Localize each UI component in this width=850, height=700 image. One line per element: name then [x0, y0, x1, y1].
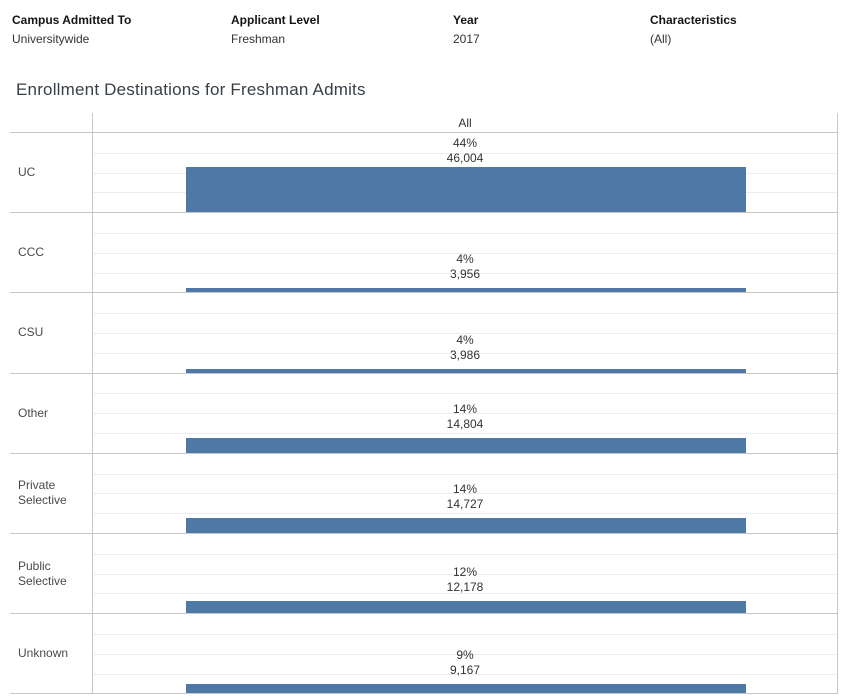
chart-title: Enrollment Destinations for Freshman Adm…: [16, 80, 366, 99]
filter-year: Year 2017: [453, 12, 480, 48]
bar-percent-label: 14%: [452, 482, 478, 497]
gridline: [93, 553, 837, 555]
row-cell: 14% 14,727: [92, 453, 838, 533]
filter-value[interactable]: 2017: [453, 32, 480, 46]
bar-labels: 4% 3,986: [93, 333, 837, 363]
bar-unknown[interactable]: [185, 684, 746, 694]
filter-applicant-level: Applicant Level Freshman: [231, 12, 320, 48]
filter-label: Year: [453, 13, 479, 27]
filter-value[interactable]: (All): [650, 32, 672, 46]
bar-percent-label: 14%: [452, 402, 478, 417]
bar-labels: 4% 3,956: [93, 252, 837, 282]
bar-count-label: 14,727: [446, 497, 484, 512]
bar-ccc[interactable]: [185, 288, 746, 293]
chart-rows: UC 44% 46,004 CCC 4% 3,956 CSU 4% 3,986 Other 14% 1…: [10, 133, 838, 695]
filter-value[interactable]: Freshman: [231, 32, 286, 46]
bar-count-label: 46,004: [446, 150, 484, 165]
row-label-uc[interactable]: UC: [18, 165, 36, 180]
gridline: [93, 413, 837, 415]
bar-labels: 14% 14,804: [93, 402, 837, 432]
gridline: [93, 393, 837, 395]
row-label-private-selective[interactable]: Private Selective: [18, 478, 67, 508]
bar-percent-label: 44%: [452, 135, 478, 150]
bar-percent-label: 4%: [456, 332, 474, 347]
bar-count-label: 12,178: [446, 580, 484, 595]
column-header-stub: [10, 113, 92, 132]
gridline: [93, 313, 837, 315]
gridline: [93, 593, 837, 595]
gridline: [93, 513, 837, 515]
chart-row: Unknown 9% 9,167: [10, 614, 838, 695]
column-header-cell: All: [92, 113, 838, 132]
bar-private-selective[interactable]: [185, 518, 746, 533]
chart-row: CSU 4% 3,986: [10, 293, 838, 374]
row-cell: 9% 9,167: [92, 614, 838, 694]
gridline: [93, 633, 837, 635]
chart-row: UC 44% 46,004: [10, 133, 838, 214]
gridline: [93, 352, 837, 354]
filter-label: Characteristics: [650, 13, 737, 27]
row-cell: 12% 12,178: [92, 533, 838, 614]
column-header-all[interactable]: All: [458, 115, 472, 130]
bar-labels: 9% 9,167: [93, 648, 837, 678]
bar-labels: 14% 14,727: [93, 482, 837, 512]
chart-row: Private Selective 14% 14,727: [10, 453, 838, 534]
gridline: [93, 493, 837, 495]
bar-count-label: 14,804: [446, 417, 484, 432]
chart-row: Public Selective 12% 12,178: [10, 533, 838, 615]
bar-csu[interactable]: [185, 368, 746, 373]
gridline: [93, 673, 837, 675]
row-label-csu[interactable]: CSU: [18, 325, 44, 340]
bar-chart: All UC 44% 46,004 CCC 4% 3,956 CSU 4% 3,986 Other…: [10, 113, 838, 695]
gridline: [93, 473, 837, 475]
bar-public-selective[interactable]: [185, 601, 746, 614]
chart-row: CCC 4% 3,956: [10, 213, 838, 294]
gridline: [93, 653, 837, 655]
gridline: [93, 432, 837, 434]
gridline: [93, 252, 837, 254]
bar-percent-label: 12%: [452, 565, 478, 580]
column-header-band: All: [10, 113, 838, 133]
gridline: [93, 272, 837, 274]
filter-campus-admitted-to: Campus Admitted To Universitywide: [12, 12, 131, 48]
bar-labels: 12% 12,178: [93, 565, 837, 595]
gridline: [93, 332, 837, 334]
bar-count-label: 3,956: [449, 267, 481, 282]
row-cell: 4% 3,956: [92, 213, 838, 293]
row-label-unknown[interactable]: Unknown: [18, 646, 69, 661]
bar-count-label: 9,167: [449, 663, 481, 678]
row-label-ccc[interactable]: CCC: [18, 245, 44, 260]
bar-uc[interactable]: [185, 166, 746, 213]
gridline: [93, 152, 837, 154]
bar-count-label: 3,986: [449, 347, 481, 362]
chart-row: Other 14% 14,804: [10, 373, 838, 454]
filter-label: Campus Admitted To: [12, 13, 132, 27]
bar-labels: 44% 46,004: [93, 136, 837, 166]
bar-percent-label: 9%: [456, 648, 474, 663]
row-cell: 44% 46,004: [92, 133, 838, 213]
row-label-public-selective[interactable]: Public Selective: [18, 558, 67, 588]
row-cell: 14% 14,804: [92, 373, 838, 453]
gridline: [93, 573, 837, 575]
bar-other[interactable]: [185, 438, 746, 453]
filter-characteristics: Characteristics (All): [650, 12, 737, 48]
gridline: [93, 232, 837, 234]
filter-value[interactable]: Universitywide: [12, 32, 90, 46]
row-cell: 4% 3,986: [92, 293, 838, 373]
row-label-other[interactable]: Other: [18, 405, 49, 420]
bar-percent-label: 4%: [456, 252, 474, 267]
filter-label: Applicant Level: [231, 13, 320, 27]
